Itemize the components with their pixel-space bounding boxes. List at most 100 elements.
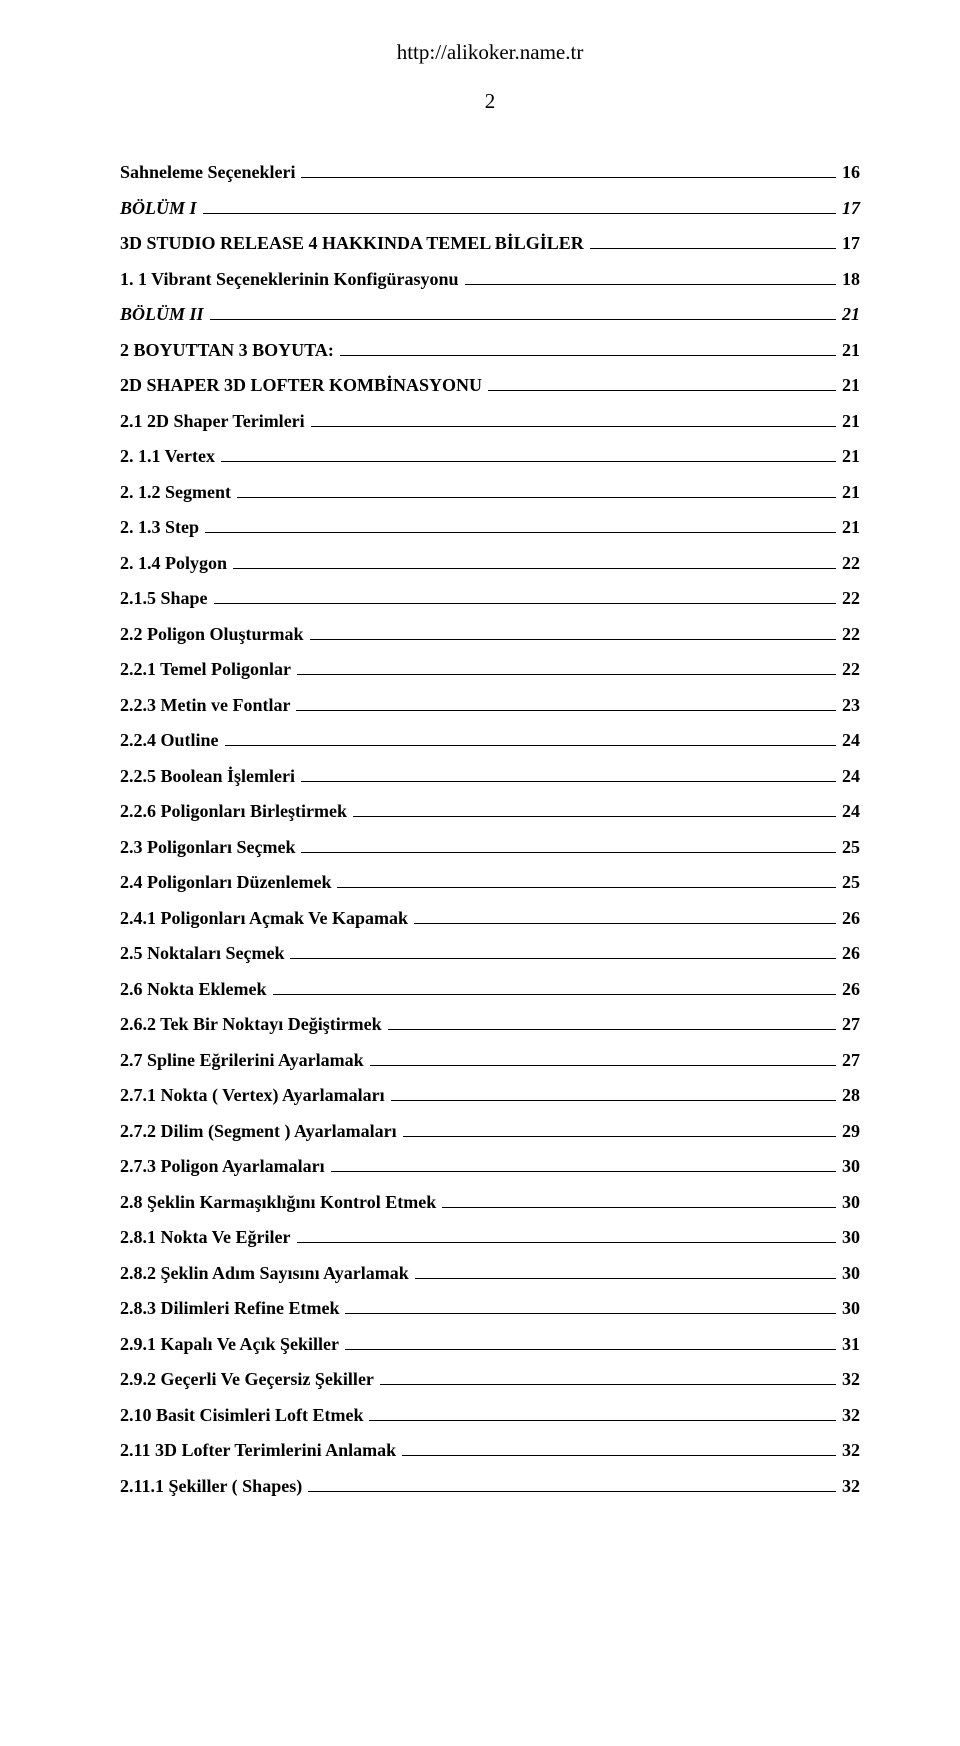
toc-entry-page: 32 [842, 1405, 860, 1426]
toc-entry-title: 2.4 Poligonları Düzenlemek [120, 872, 331, 893]
toc-entry-title: 2.1 2D Shaper Terimleri [120, 411, 305, 432]
toc-entry-page: 32 [842, 1476, 860, 1497]
toc-entry: 1. 1 Vibrant Seçeneklerinin Konfigürasyo… [120, 269, 860, 290]
toc-entry-title: 2.3 Poligonları Seçmek [120, 837, 295, 858]
table-of-contents: Sahneleme Seçenekleri16 BÖLÜM I17 3D STUDI… [120, 162, 860, 1497]
toc-leader-line [301, 177, 836, 178]
toc-entry-title: 2.7.3 Poligon Ayarlamaları [120, 1156, 325, 1177]
toc-entry-title: 2.11 3D Lofter Terimlerini Anlamak [120, 1440, 396, 1461]
toc-entry-page: 22 [842, 553, 860, 574]
toc-entry-title: 2.6.2 Tek Bir Noktayı Değiştirmek [120, 1014, 382, 1035]
toc-entry: 2.4.1 Poligonları Açmak Ve Kapamak26 [120, 908, 860, 929]
toc-leader-line [414, 923, 836, 924]
toc-leader-line [402, 1455, 836, 1456]
toc-entry: 2.8.1 Nokta Ve Eğriler30 [120, 1227, 860, 1248]
toc-entry: 2.1 2D Shaper Terimleri 21 [120, 411, 860, 432]
toc-entry: 2.1.5 Shape22 [120, 588, 860, 609]
toc-entry-page: 30 [842, 1263, 860, 1284]
toc-entry: 3D STUDIO RELEASE 4 HAKKINDA TEMEL BİLGİ… [120, 233, 860, 254]
toc-entry-page: 18 [842, 269, 860, 290]
toc-leader-line [210, 319, 836, 320]
toc-entry-page: 21 [842, 482, 860, 503]
toc-leader-line [369, 1420, 836, 1421]
toc-leader-line [203, 213, 836, 214]
toc-entry: 2.7.3 Poligon Ayarlamaları30 [120, 1156, 860, 1177]
toc-entry: Sahneleme Seçenekleri16 [120, 162, 860, 183]
toc-entry: BÖLÜM I17 [120, 198, 860, 219]
toc-entry-page: 22 [842, 588, 860, 609]
toc-entry-title: 2.8 Şeklin Karmaşıklığını Kontrol Etmek [120, 1192, 436, 1213]
toc-entry-title: 2.7.1 Nokta ( Vertex) Ayarlamaları [120, 1085, 385, 1106]
toc-entry-page: 16 [842, 162, 860, 183]
toc-leader-line [388, 1029, 836, 1030]
toc-entry-page: 26 [842, 979, 860, 1000]
toc-entry: 2.8.2 Şeklin Adım Sayısını Ayarlamak 30 [120, 1263, 860, 1284]
toc-entry-page: 21 [842, 304, 860, 325]
toc-leader-line [391, 1100, 836, 1101]
toc-leader-line [311, 426, 836, 427]
toc-entry: 2.2.1 Temel Poligonlar22 [120, 659, 860, 680]
toc-leader-line [297, 1242, 837, 1243]
toc-leader-line [225, 745, 836, 746]
toc-entry: BÖLÜM II 21 [120, 304, 860, 325]
toc-leader-line [488, 390, 836, 391]
toc-entry: 2.11 3D Lofter Terimlerini Anlamak32 [120, 1440, 860, 1461]
toc-entry: 2.2 Poligon Oluşturmak22 [120, 624, 860, 645]
toc-entry: 2.7.1 Nokta ( Vertex) Ayarlamaları28 [120, 1085, 860, 1106]
toc-entry: 2.8 Şeklin Karmaşıklığını Kontrol Etmek 3… [120, 1192, 860, 1213]
toc-entry: 2.5 Noktaları Seçmek26 [120, 943, 860, 964]
toc-entry-page: 25 [842, 837, 860, 858]
toc-entry-title: 2.2 Poligon Oluşturmak [120, 624, 304, 645]
toc-leader-line [465, 284, 836, 285]
toc-entry-title: 2 BOYUTTAN 3 BOYUTA: [120, 340, 334, 361]
toc-entry-page: 23 [842, 695, 860, 716]
toc-leader-line [442, 1207, 836, 1208]
toc-leader-line [273, 994, 836, 995]
toc-leader-line [415, 1278, 836, 1279]
toc-entry-title: 2.2.3 Metin ve Fontlar [120, 695, 290, 716]
toc-entry-page: 26 [842, 943, 860, 964]
toc-entry: 2.2.5 Boolean İşlemleri24 [120, 766, 860, 787]
toc-leader-line [301, 781, 836, 782]
toc-entry-page: 17 [842, 233, 860, 254]
toc-entry: 2. 1.2 Segment 21 [120, 482, 860, 503]
toc-entry-title: 2.8.3 Dilimleri Refine Etmek [120, 1298, 339, 1319]
toc-entry-title: 2. 1.2 Segment [120, 482, 231, 503]
toc-entry-page: 27 [842, 1014, 860, 1035]
header-url: http://alikoker.name.tr [120, 40, 860, 65]
toc-entry-page: 24 [842, 766, 860, 787]
toc-leader-line [297, 674, 836, 675]
toc-entry-page: 31 [842, 1334, 860, 1355]
toc-entry-page: 29 [842, 1121, 860, 1142]
toc-entry-title: 2.10 Basit Cisimleri Loft Etmek [120, 1405, 363, 1426]
toc-entry: 2.4 Poligonları Düzenlemek 25 [120, 872, 860, 893]
page-number: 2 [120, 89, 860, 114]
toc-entry: 2 BOYUTTAN 3 BOYUTA:21 [120, 340, 860, 361]
toc-leader-line [205, 532, 836, 533]
toc-entry-title: 2.8.1 Nokta Ve Eğriler [120, 1227, 291, 1248]
toc-entry-title: 2.6 Nokta Eklemek [120, 979, 267, 1000]
toc-entry-title: 2.2.1 Temel Poligonlar [120, 659, 291, 680]
toc-entry-title: 2. 1.4 Polygon [120, 553, 227, 574]
toc-entry-title: 1. 1 Vibrant Seçeneklerinin Konfigürasyo… [120, 269, 459, 290]
toc-entry-page: 21 [842, 411, 860, 432]
toc-entry: 2D SHAPER 3D LOFTER KOMBİNASYONU21 [120, 375, 860, 396]
toc-entry-page: 30 [842, 1192, 860, 1213]
toc-entry-title: 2.9.2 Geçerli Ve Geçersiz Şekiller [120, 1369, 374, 1390]
toc-entry-title: BÖLÜM II [120, 304, 204, 325]
toc-entry-page: 25 [842, 872, 860, 893]
toc-entry-page: 26 [842, 908, 860, 929]
toc-entry-title: 2.8.2 Şeklin Adım Sayısını Ayarlamak [120, 1263, 409, 1284]
toc-entry-title: 2. 1.3 Step [120, 517, 199, 538]
toc-entry-page: 17 [842, 198, 860, 219]
toc-entry: 2.2.6 Poligonları Birleştirmek24 [120, 801, 860, 822]
toc-entry-title: 2.2.6 Poligonları Birleştirmek [120, 801, 347, 822]
toc-entry: 2. 1.3 Step21 [120, 517, 860, 538]
toc-leader-line [345, 1349, 836, 1350]
toc-entry-title: 2.11.1 Şekiller ( Shapes) [120, 1476, 302, 1497]
toc-entry-page: 21 [842, 446, 860, 467]
toc-leader-line [290, 958, 836, 959]
toc-leader-line [340, 355, 836, 356]
toc-entry: 2.8.3 Dilimleri Refine Etmek30 [120, 1298, 860, 1319]
toc-leader-line [221, 461, 836, 462]
